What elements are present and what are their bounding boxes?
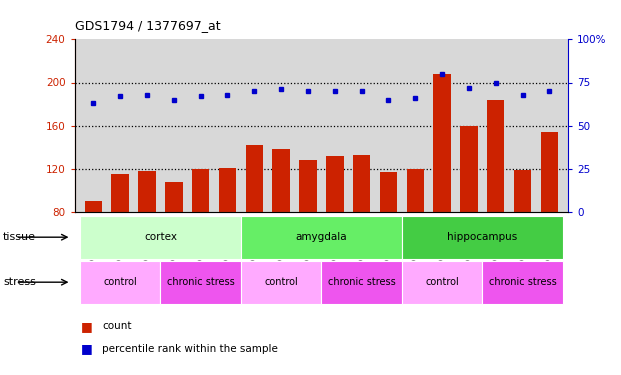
Bar: [111, 174, 129, 298]
Text: control: control: [103, 277, 137, 287]
Text: control: control: [265, 277, 298, 287]
Text: ■: ■: [81, 342, 93, 355]
Bar: [80, 261, 160, 304]
Bar: [273, 149, 290, 298]
Bar: [407, 169, 424, 298]
Bar: [192, 169, 209, 298]
Text: tissue: tissue: [3, 232, 36, 242]
Text: GDS1794 / 1377697_at: GDS1794 / 1377697_at: [75, 19, 220, 32]
Text: control: control: [425, 277, 459, 287]
Text: count: count: [102, 321, 132, 331]
Text: cortex: cortex: [144, 232, 177, 242]
Text: hippocampus: hippocampus: [447, 232, 517, 242]
Bar: [241, 216, 402, 259]
Bar: [241, 261, 322, 304]
Bar: [353, 155, 370, 298]
Bar: [460, 126, 478, 298]
Bar: [487, 100, 504, 298]
Bar: [326, 156, 343, 298]
Bar: [299, 160, 317, 298]
Text: ■: ■: [81, 320, 93, 333]
Bar: [514, 170, 532, 298]
Bar: [379, 172, 397, 298]
Text: chronic stress: chronic stress: [328, 277, 396, 287]
Bar: [84, 201, 102, 298]
Bar: [165, 182, 183, 298]
Bar: [322, 261, 402, 304]
Bar: [138, 171, 156, 298]
Bar: [402, 216, 563, 259]
Bar: [402, 261, 483, 304]
Bar: [541, 132, 558, 298]
Text: chronic stress: chronic stress: [167, 277, 235, 287]
Text: percentile rank within the sample: percentile rank within the sample: [102, 344, 278, 354]
Text: amygdala: amygdala: [296, 232, 347, 242]
Bar: [80, 216, 241, 259]
Bar: [219, 168, 236, 298]
Bar: [245, 145, 263, 298]
Bar: [433, 74, 451, 298]
Bar: [483, 261, 563, 304]
Text: chronic stress: chronic stress: [489, 277, 556, 287]
Bar: [160, 261, 241, 304]
Text: stress: stress: [3, 277, 36, 287]
